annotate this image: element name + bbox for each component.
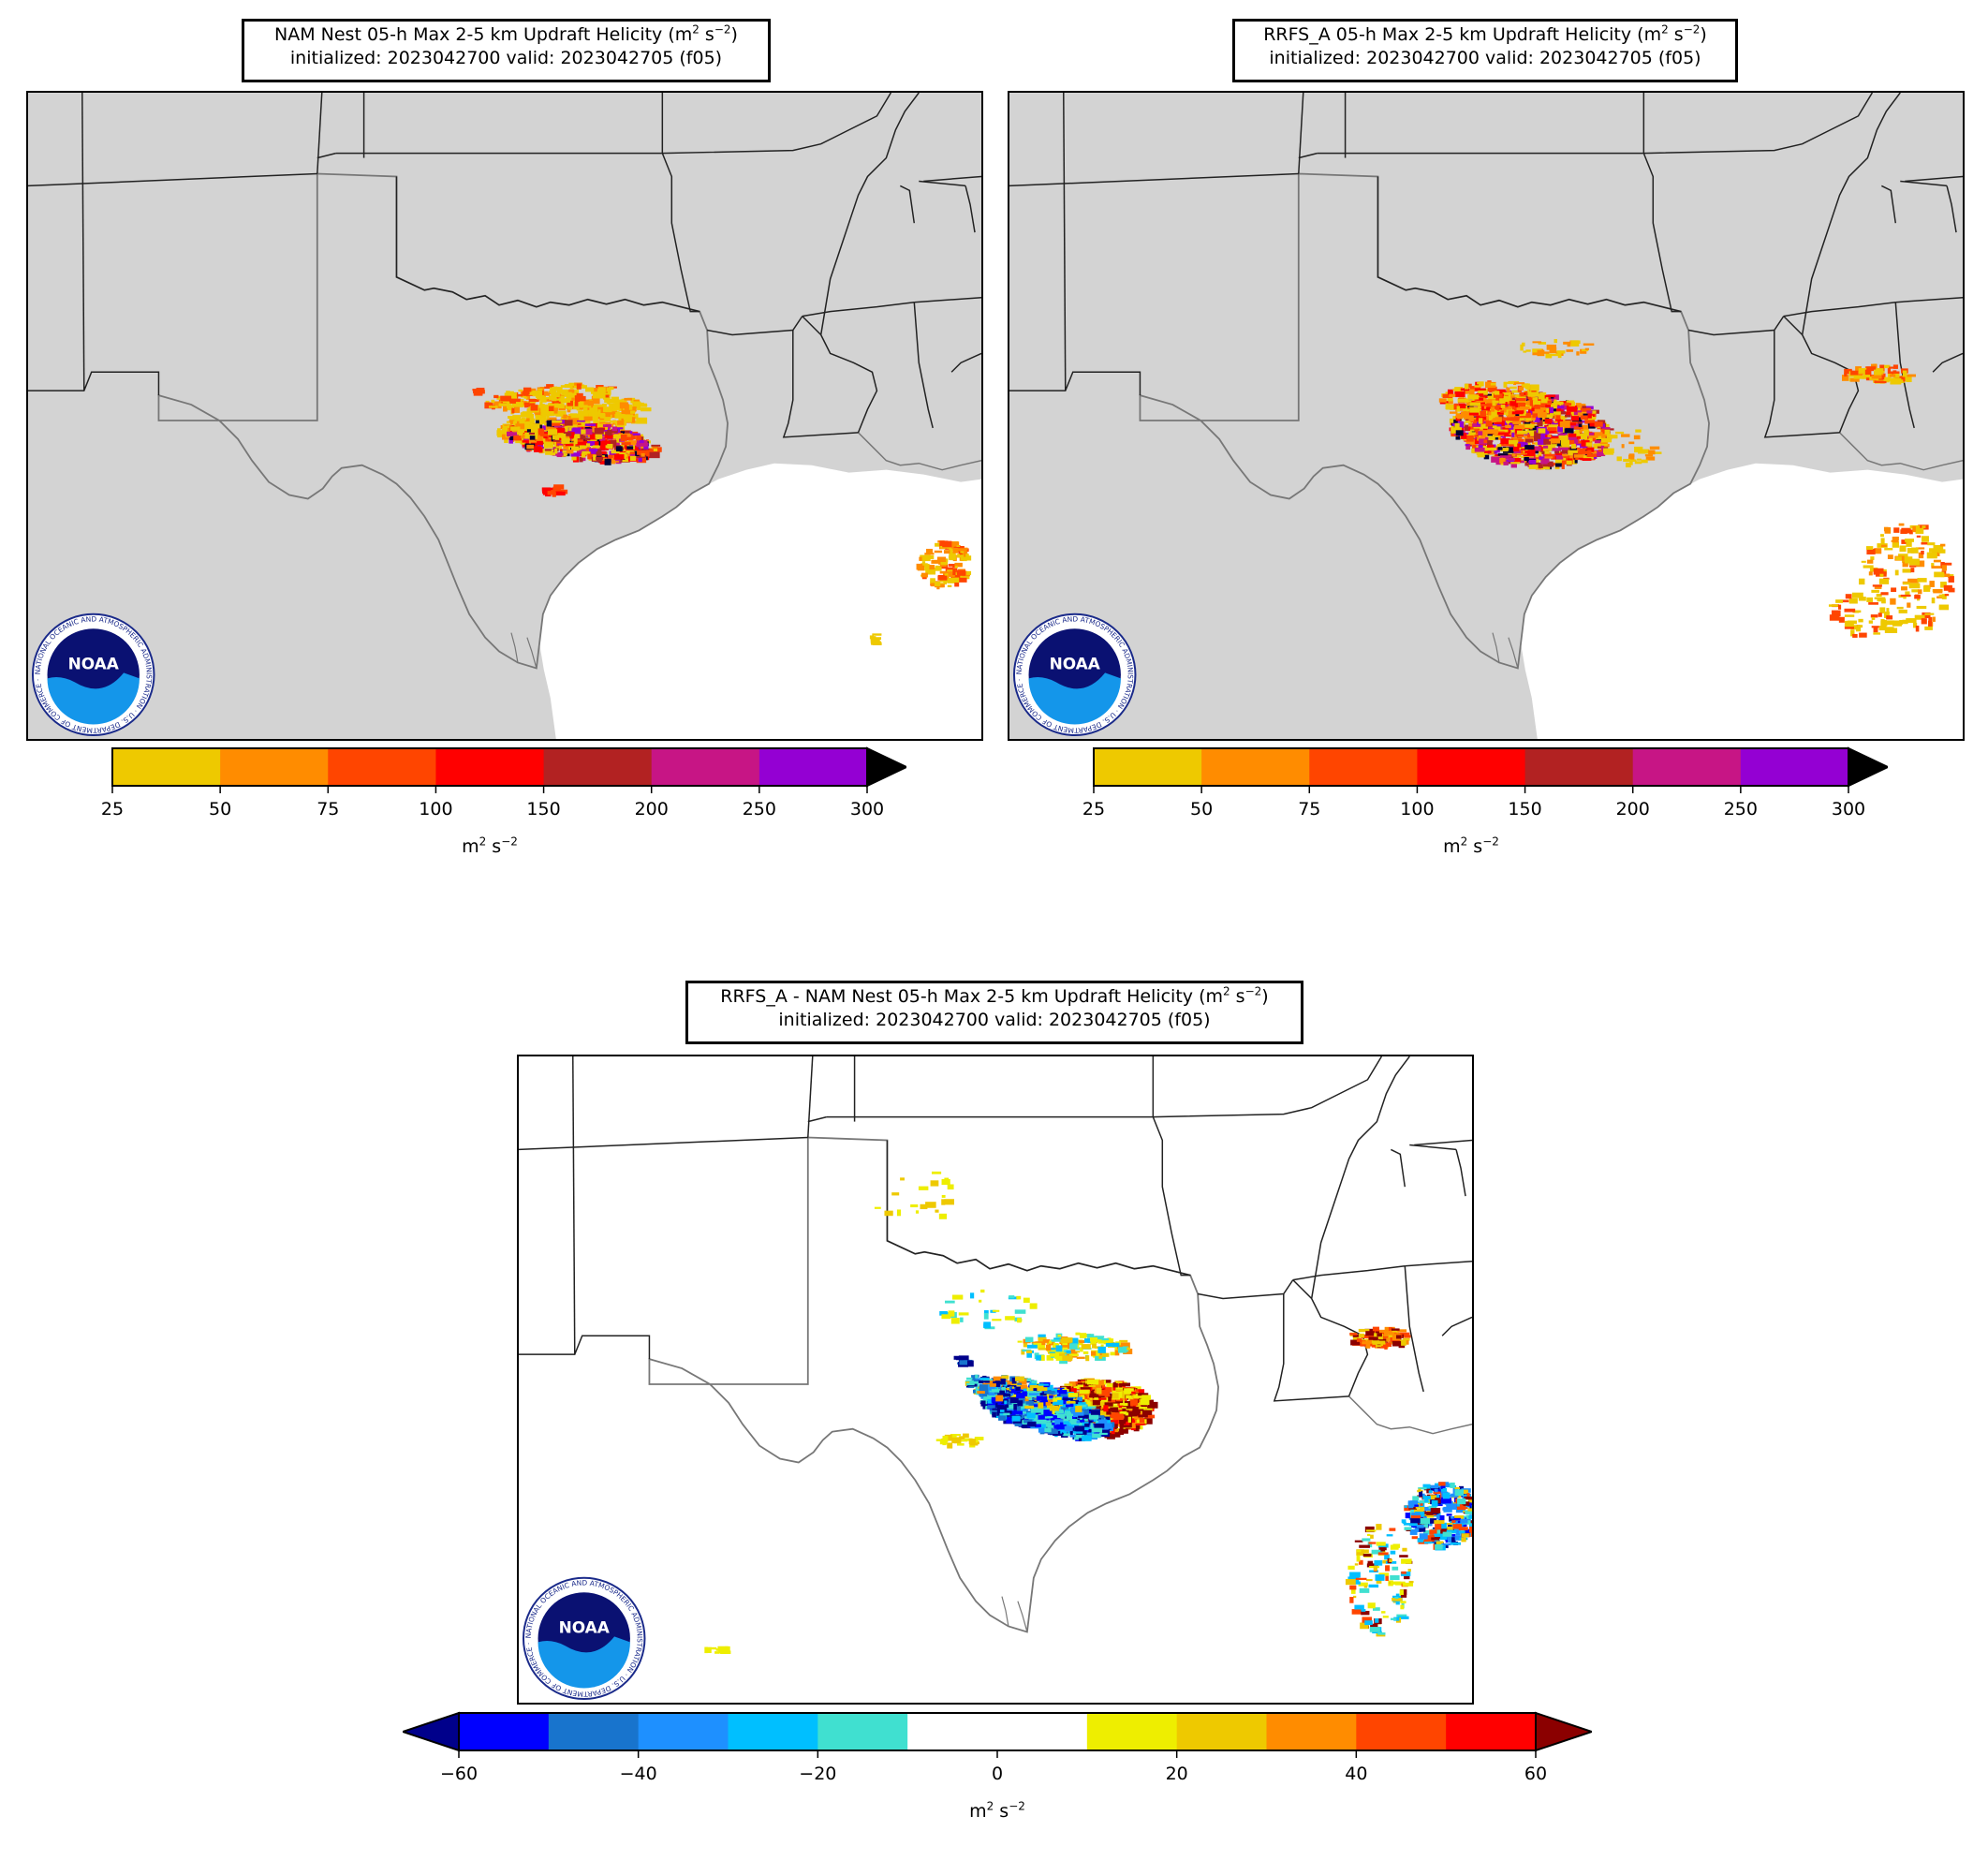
rrfs-init-valid: initialized: 2023042700 valid: 202304270…: [1269, 48, 1701, 68]
colorbar-tick-label: −20: [799, 1764, 837, 1784]
diff-title-text: RRFS_A - NAM Nest 05-h Max 2-5 km Updraf…: [720, 986, 1223, 1007]
colorbar-tick-label: 250: [742, 799, 776, 819]
diff-init-valid: initialized: 2023042700 valid: 202304270…: [778, 1010, 1211, 1030]
svg-text:NOAA: NOAA: [1050, 654, 1100, 672]
nam-init-valid: initialized: 2023042700 valid: 202304270…: [289, 48, 723, 68]
diff-map: NATIONAL OCEANIC AND ATMOSPHERIC ADMINIS…: [517, 1055, 1474, 1705]
colorbar-tick-label: 150: [526, 799, 561, 819]
noaa-logo: NATIONAL OCEANIC AND ATMOSPHERIC ADMINIS…: [31, 613, 155, 737]
noaa-logo: NATIONAL OCEANIC AND ATMOSPHERIC ADMINIS…: [522, 1576, 646, 1701]
rrfs-title: RRFS_A 05-h Max 2-5 km Updraft Helicity …: [1232, 19, 1738, 82]
colorbar-tick-label: 0: [991, 1764, 1004, 1784]
colorbar-tick-label: 60: [1524, 1764, 1548, 1784]
colorbar-tick-label: 25: [100, 799, 125, 819]
rrfs-title-text: RRFS_A 05-h Max 2-5 km Updraft Helicity …: [1263, 24, 1662, 45]
colorbar-tick-label: 300: [849, 799, 885, 819]
nam-colorbar: [110, 746, 906, 793]
nam-title-text: NAM Nest 05-h Max 2-5 km Updraft Helicit…: [274, 24, 693, 45]
diff-title: RRFS_A - NAM Nest 05-h Max 2-5 km Updraf…: [685, 981, 1303, 1044]
diff-colorbar: [403, 1711, 1592, 1758]
noaa-logo: NATIONAL OCEANIC AND ATMOSPHERIC ADMINIS…: [1012, 613, 1137, 737]
nam-title: NAM Nest 05-h Max 2-5 km Updraft Helicit…: [242, 19, 771, 82]
rrfs-colorbar: [1092, 746, 1888, 793]
colorbar-unit-label: m2 s−2: [462, 834, 518, 857]
colorbar-tick-label: 75: [317, 799, 340, 819]
colorbar-tick-label: 200: [1615, 799, 1650, 819]
colorbar-tick-label: −40: [619, 1764, 657, 1784]
colorbar-unit-label: m2 s−2: [969, 1799, 1025, 1822]
colorbar-tick-label: −60: [439, 1764, 479, 1784]
colorbar-tick-label: 250: [1723, 799, 1758, 819]
colorbar-tick-label: 20: [1165, 1764, 1188, 1784]
nam-map: NATIONAL OCEANIC AND ATMOSPHERIC ADMINIS…: [26, 91, 983, 741]
colorbar-tick-label: 75: [1298, 799, 1321, 819]
colorbar-tick-label: 25: [1082, 799, 1106, 819]
colorbar-tick-label: 300: [1831, 799, 1866, 819]
svg-text:NOAA: NOAA: [68, 654, 119, 672]
colorbar-tick-label: 40: [1345, 1764, 1368, 1784]
colorbar-tick-label: 100: [419, 799, 453, 819]
colorbar-tick-label: 100: [1400, 799, 1435, 819]
colorbar-tick-label: 200: [634, 799, 669, 819]
colorbar-tick-label: 50: [209, 799, 232, 819]
colorbar-tick-label: 150: [1508, 799, 1542, 819]
rrfs-map: NATIONAL OCEANIC AND ATMOSPHERIC ADMINIS…: [1008, 91, 1965, 741]
colorbar-unit-label: m2 s−2: [1443, 834, 1499, 857]
colorbar-tick-label: 50: [1190, 799, 1214, 819]
